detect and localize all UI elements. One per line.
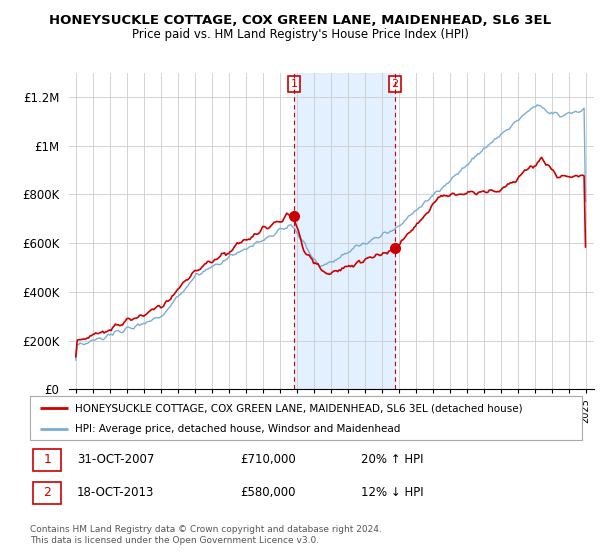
Text: £580,000: £580,000 (240, 486, 295, 499)
FancyBboxPatch shape (30, 396, 582, 440)
Text: HONEYSUCKLE COTTAGE, COX GREEN LANE, MAIDENHEAD, SL6 3EL: HONEYSUCKLE COTTAGE, COX GREEN LANE, MAI… (49, 14, 551, 27)
FancyBboxPatch shape (33, 449, 61, 471)
Text: Contains HM Land Registry data © Crown copyright and database right 2024.
This d: Contains HM Land Registry data © Crown c… (30, 525, 382, 545)
Text: 12% ↓ HPI: 12% ↓ HPI (361, 486, 424, 499)
Text: HONEYSUCKLE COTTAGE, COX GREEN LANE, MAIDENHEAD, SL6 3EL (detached house): HONEYSUCKLE COTTAGE, COX GREEN LANE, MAI… (75, 403, 523, 413)
Text: 31-OCT-2007: 31-OCT-2007 (77, 453, 154, 466)
Bar (294, 73, 395, 389)
FancyBboxPatch shape (33, 482, 61, 503)
Text: 2: 2 (392, 79, 398, 88)
Text: 1: 1 (290, 79, 298, 88)
Text: HPI: Average price, detached house, Windsor and Maidenhead: HPI: Average price, detached house, Wind… (75, 424, 401, 434)
Text: 20% ↑ HPI: 20% ↑ HPI (361, 453, 424, 466)
Text: Price paid vs. HM Land Registry's House Price Index (HPI): Price paid vs. HM Land Registry's House … (131, 28, 469, 41)
Text: £710,000: £710,000 (240, 453, 296, 466)
Text: 18-OCT-2013: 18-OCT-2013 (77, 486, 154, 499)
Text: 2: 2 (43, 486, 51, 499)
Text: 1: 1 (43, 453, 51, 466)
